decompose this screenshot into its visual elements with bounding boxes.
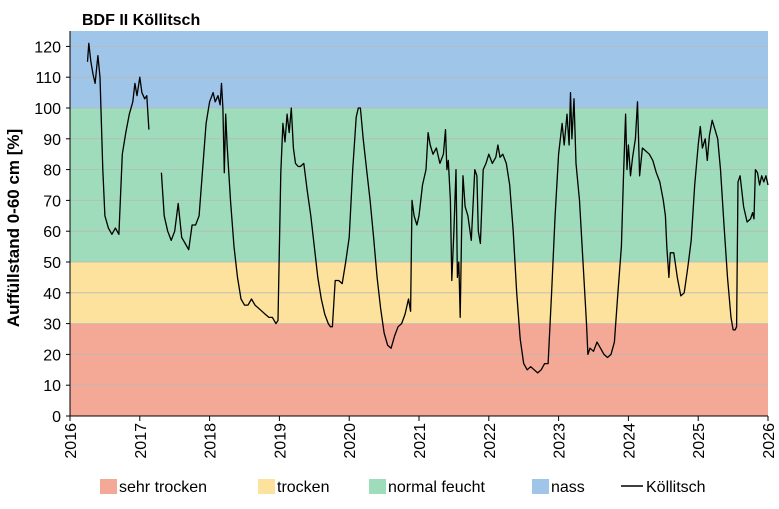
series-line-Köllitsch-segment-1 [160,82,769,374]
band-sehr-trocken [70,323,768,416]
y-tick-label: 20 [43,347,61,364]
y-tick-label: 0 [52,409,61,426]
legend-label: sehr trocken [119,479,207,496]
y-tick-label: 70 [43,193,61,210]
legend-label: Köllitsch [646,479,706,496]
x-tick-label: 2022 [482,423,499,459]
legend-label: trocken [277,479,329,496]
y-tick-label: 120 [34,39,61,56]
x-tick-label: 2020 [342,423,359,459]
x-tick-label: 2021 [412,423,429,459]
legend-label: normal feucht [388,479,485,496]
gridlines [70,46,768,386]
y-tick-label: 40 [43,286,61,303]
y-tick-label: 90 [43,132,61,149]
band-nass [70,31,768,108]
legend-label: nass [551,479,585,496]
band-normal-feucht [70,108,768,262]
chart-title: BDF II Köllitsch [82,12,200,29]
moisture-bands [70,31,768,416]
x-tick-label: 2018 [203,423,220,459]
legend-swatch [532,479,549,494]
y-tick-label: 10 [43,378,61,395]
series-line-Köllitsch-segment-0 [86,42,150,235]
y-tick-label: 50 [43,255,61,272]
x-tick-label: 2017 [133,423,150,459]
y-tick-label: 110 [35,70,61,87]
legend: sehr trocken trocken normal feucht nass Köll… [100,479,706,496]
legend-swatch [258,479,275,494]
y-tick-label: 60 [43,224,61,241]
legend-swatch [369,479,386,494]
x-tick-label: 2024 [621,423,638,459]
x-tick-label: 2026 [761,423,778,459]
x-tick-label: 2016 [63,423,80,459]
x-tick-label: 2023 [552,423,569,459]
legend-swatch [100,479,117,494]
y-tick-labels: 0 10 20 30 40 50 60 70 80 90 100 110 120 [34,39,70,426]
y-tick-label: 80 [43,163,61,180]
y-axis-label: Auffüllstand 0-60 cm [%] [4,129,23,327]
y-tick-label: 100 [34,101,61,118]
x-tick-label: 2025 [691,423,708,459]
x-tick-label: 2019 [272,423,289,459]
x-tick-labels: 2016 2017 2018 2019 2020 2021 2022 2023 2024 2025… [63,416,778,459]
y-tick-label: 30 [43,317,61,334]
series-layer [86,42,769,374]
